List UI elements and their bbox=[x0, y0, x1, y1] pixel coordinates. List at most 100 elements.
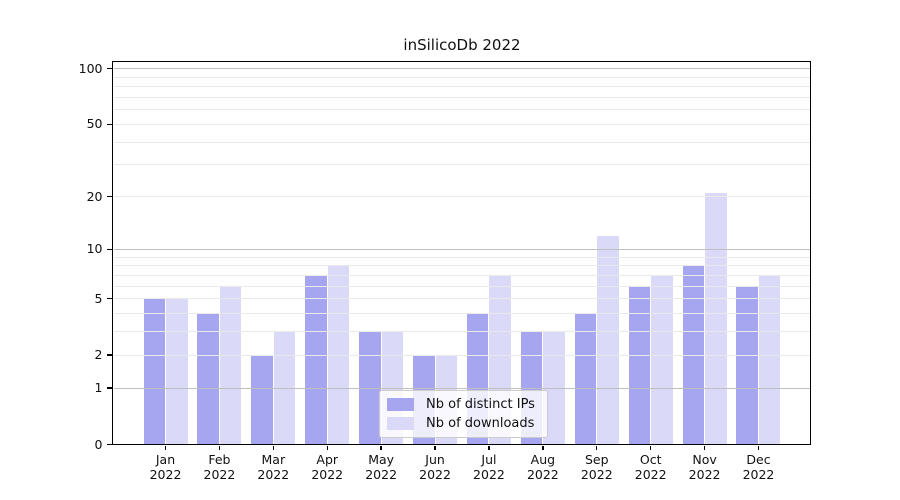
minor-gridline bbox=[113, 312, 811, 314]
minor-gridline bbox=[113, 96, 811, 98]
major-gridline bbox=[113, 68, 811, 70]
x-tick-label-line: Oct bbox=[639, 451, 662, 467]
y-tick-label: 1 bbox=[94, 380, 103, 396]
x-tick-label-line: Sep bbox=[584, 451, 609, 467]
legend-swatch-ips bbox=[387, 398, 414, 411]
legend-row: Nb of distinct IPs bbox=[387, 397, 539, 412]
y-tick-mark bbox=[107, 443, 112, 446]
y-tick-label: 10 bbox=[86, 241, 103, 257]
x-tick-mark bbox=[326, 445, 328, 450]
x-tick-label-line: May bbox=[368, 451, 395, 467]
x-tick-label-line: Jul bbox=[481, 451, 497, 467]
x-tick-label: Apr 2022 bbox=[296, 452, 358, 482]
bar-dec-ips bbox=[736, 286, 758, 445]
y-tick-label: 0 bbox=[94, 436, 103, 452]
x-tick-label: Nov 2022 bbox=[674, 452, 736, 482]
x-tick-label-line: 2022 bbox=[311, 466, 344, 482]
x-tick-label: Mar 2022 bbox=[242, 452, 304, 482]
x-tick-mark bbox=[434, 445, 436, 450]
x-tick-label-line: 2022 bbox=[526, 466, 559, 482]
bar-nov-downloads bbox=[705, 192, 727, 445]
major-gridline bbox=[113, 248, 811, 250]
y-tick-label: 50 bbox=[86, 116, 103, 132]
minor-gridline bbox=[113, 86, 811, 88]
minor-gridline bbox=[113, 141, 811, 143]
x-tick-label: Dec 2022 bbox=[727, 452, 789, 482]
x-tick-label: Jul 2022 bbox=[458, 452, 520, 482]
x-tick-label: Feb 2022 bbox=[188, 452, 250, 482]
x-tick-label-line: 2022 bbox=[688, 466, 721, 482]
minor-gridline bbox=[113, 76, 811, 78]
x-tick-label-line: 2022 bbox=[203, 466, 236, 482]
minor-gridline bbox=[113, 256, 811, 258]
x-tick-label-line: Apr bbox=[316, 451, 339, 467]
minor-gridline bbox=[113, 109, 811, 111]
x-tick-label-line: Jun bbox=[425, 451, 445, 467]
x-tick-label-line: 2022 bbox=[473, 466, 505, 482]
x-tick-mark bbox=[757, 445, 760, 450]
x-tick-label: Oct 2022 bbox=[620, 452, 682, 482]
y-tick-mark bbox=[107, 195, 112, 198]
x-tick-label-line: Mar bbox=[261, 451, 286, 467]
x-tick-label-line: Nov bbox=[692, 451, 717, 467]
x-tick-mark bbox=[218, 445, 221, 450]
x-tick-label-line: 2022 bbox=[365, 466, 398, 482]
y-tick-mark bbox=[107, 248, 112, 250]
x-tick-mark bbox=[488, 445, 490, 450]
minor-gridline bbox=[113, 196, 811, 198]
x-tick-label-line: 2022 bbox=[742, 466, 775, 482]
x-tick-mark bbox=[596, 445, 598, 450]
y-tick-label: 5 bbox=[94, 290, 103, 306]
y-tick-label: 20 bbox=[86, 188, 103, 204]
minor-gridline bbox=[113, 331, 811, 333]
x-tick-label-line: 2022 bbox=[580, 466, 613, 482]
y-tick-mark bbox=[107, 354, 112, 356]
bar-feb-ips bbox=[197, 313, 219, 445]
minor-gridline bbox=[113, 298, 811, 300]
x-tick-label: Jan 2022 bbox=[135, 452, 197, 482]
legend-label: Nb of distinct IPs bbox=[426, 397, 535, 412]
x-tick-mark bbox=[650, 445, 652, 450]
bar-sep-ips bbox=[574, 313, 597, 445]
x-tick-label: May 2022 bbox=[350, 452, 412, 482]
x-tick-label-line: 2022 bbox=[149, 466, 182, 482]
bar-jan-downloads bbox=[166, 298, 188, 445]
bar-oct-downloads bbox=[651, 275, 673, 445]
y-tick-mark bbox=[107, 387, 112, 389]
bar-jan-ips bbox=[143, 298, 165, 445]
x-tick-mark bbox=[272, 445, 274, 450]
bar-oct-ips bbox=[628, 286, 651, 445]
bar-feb-downloads bbox=[219, 286, 242, 445]
y-tick-mark bbox=[107, 297, 112, 300]
legend: Nb of distinct IPs Nb of downloads bbox=[379, 390, 548, 438]
x-tick-mark bbox=[164, 445, 167, 450]
y-tick-mark bbox=[107, 123, 112, 125]
minor-gridline bbox=[113, 285, 811, 287]
bar-dec-downloads bbox=[758, 275, 781, 445]
bar-sep-downloads bbox=[597, 235, 619, 445]
x-tick-label: Aug 2022 bbox=[512, 452, 574, 482]
legend-swatch-downloads bbox=[387, 417, 414, 430]
y-tick-label: 2 bbox=[94, 347, 103, 363]
x-tick-label: Jun 2022 bbox=[404, 452, 466, 482]
minor-gridline bbox=[113, 164, 811, 166]
x-tick-label-line: 2022 bbox=[634, 466, 667, 482]
y-tick-mark bbox=[107, 68, 112, 70]
legend-label: Nb of downloads bbox=[426, 416, 535, 431]
bar-apr-ips bbox=[305, 275, 327, 445]
major-gridline bbox=[113, 387, 811, 389]
x-tick-label-line: Dec bbox=[746, 451, 771, 467]
x-tick-label: Sep 2022 bbox=[566, 452, 628, 482]
x-tick-label-line: 2022 bbox=[419, 466, 451, 482]
y-tick-label: 100 bbox=[78, 60, 103, 76]
minor-gridline bbox=[113, 123, 811, 125]
minor-gridline bbox=[113, 354, 811, 356]
x-tick-label-line: Jan bbox=[155, 451, 176, 467]
x-tick-label-line: 2022 bbox=[257, 466, 290, 482]
x-tick-label-line: Feb bbox=[208, 451, 231, 467]
bar-mar-ips bbox=[251, 355, 273, 445]
x-tick-label-line: Aug bbox=[530, 451, 556, 467]
minor-gridline bbox=[113, 265, 811, 267]
x-tick-mark bbox=[380, 445, 382, 450]
x-tick-mark bbox=[542, 445, 544, 450]
